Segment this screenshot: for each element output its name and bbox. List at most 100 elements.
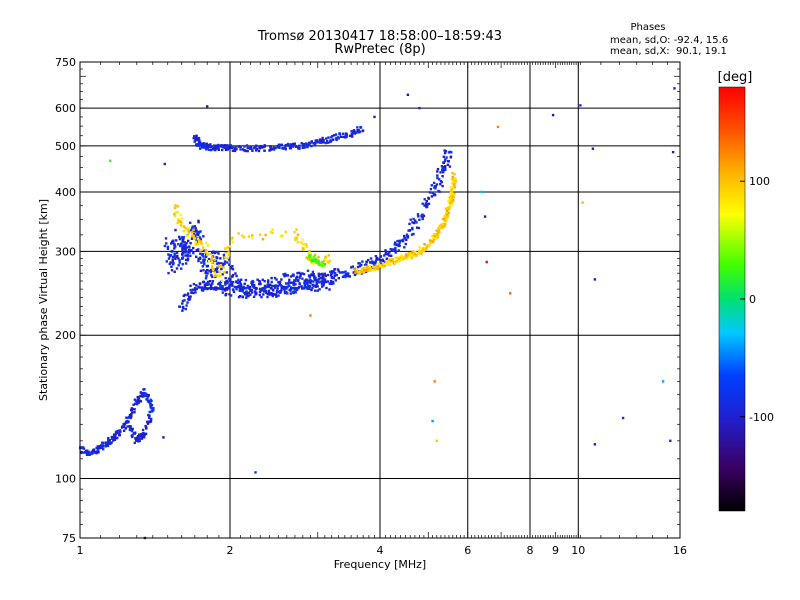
echo-point: [365, 266, 369, 269]
echo-point: [364, 265, 367, 268]
echo-point: [206, 145, 209, 148]
echo-point: [227, 287, 230, 290]
echo-point: [432, 181, 436, 185]
echo-point: [357, 131, 361, 134]
echo-point: [197, 257, 200, 260]
echo-point: [393, 243, 396, 246]
echo-point: [381, 265, 384, 268]
echo-point: [289, 288, 293, 291]
echo-point: [360, 268, 364, 271]
echo-point: [314, 258, 317, 261]
y-tick-label: 75: [62, 532, 76, 545]
colorbar-ticks: 100 0 -100: [740, 175, 774, 424]
echo-point: [135, 438, 139, 442]
echo-point: [306, 282, 309, 285]
echo-point: [144, 432, 148, 435]
echo-point: [441, 175, 444, 178]
echo-point: [207, 148, 211, 151]
echo-point: [128, 413, 132, 417]
echo-point: [311, 256, 314, 260]
y-tick-label: 400: [55, 186, 76, 199]
echo-point: [219, 284, 222, 287]
echo-point: [187, 239, 190, 243]
echo-point: [317, 274, 321, 278]
echo-point: [386, 252, 390, 255]
echo-point: [202, 235, 205, 238]
echo-point: [449, 198, 452, 202]
echo-point: [96, 450, 100, 453]
echo-point: [141, 435, 144, 439]
echo-point: [202, 269, 205, 272]
echo-point: [324, 141, 328, 145]
echo-point: [397, 243, 400, 246]
echo-point: [139, 400, 143, 403]
echo-point: [195, 255, 198, 258]
echo-point: [221, 145, 225, 149]
echo-point: [122, 429, 126, 432]
echo-point: [416, 226, 419, 229]
echo-point: [280, 234, 283, 237]
x-tick-label: 4: [377, 544, 384, 557]
x-tick-label: 16: [673, 544, 687, 557]
echo-point: [132, 403, 135, 406]
echo-point: [325, 286, 328, 290]
echo-point: [316, 285, 319, 288]
echo-point: [435, 183, 439, 186]
echo-point: [337, 277, 340, 280]
echo-point: [172, 255, 175, 259]
echo-point: [278, 282, 281, 285]
echo-point: [350, 130, 353, 133]
echo-point: [413, 252, 417, 256]
echo-point: [284, 272, 287, 276]
echo-point: [444, 158, 447, 161]
echo-point: [232, 280, 235, 284]
echo-point: [200, 146, 204, 149]
echo-point: [283, 286, 287, 289]
echo-point: [194, 291, 197, 294]
echo-point: [361, 129, 364, 133]
echo-point: [424, 202, 428, 205]
echo-point: [418, 106, 421, 110]
echo-point: [148, 416, 151, 419]
echo-point: [372, 265, 376, 268]
echo-point: [435, 439, 438, 442]
echo-point: [261, 278, 264, 281]
echo-point: [309, 141, 312, 144]
echo-point: [293, 236, 296, 240]
echo-point: [271, 294, 274, 298]
echo-point: [314, 141, 318, 144]
echo-point: [271, 284, 274, 288]
echo-point: [187, 229, 190, 233]
echo-point: [251, 280, 255, 283]
echo-point: [274, 284, 278, 287]
echo-point: [239, 148, 242, 151]
echo-point: [431, 191, 434, 195]
echo-point: [149, 420, 153, 423]
echo-point: [358, 262, 361, 265]
echo-point: [395, 260, 399, 263]
echo-point: [184, 258, 188, 262]
echo-point: [114, 434, 117, 438]
echo-point: [234, 146, 237, 149]
echo-point: [201, 247, 204, 251]
echo-point: [221, 284, 224, 288]
echo-point: [201, 265, 204, 268]
echo-point: [380, 259, 383, 262]
echo-point: [402, 257, 405, 260]
echo-point: [237, 285, 240, 288]
echo-point: [306, 286, 309, 289]
echo-point: [320, 282, 324, 286]
echo-point: [274, 293, 277, 296]
echo-point: [148, 420, 151, 423]
y-tick-label: 100: [55, 473, 76, 486]
echo-point: [108, 439, 111, 442]
echo-point: [173, 252, 176, 255]
echo-point: [431, 234, 434, 238]
echo-point: [230, 282, 234, 286]
echo-point: [184, 248, 187, 251]
echo-point: [204, 144, 208, 148]
echo-point: [204, 148, 208, 151]
echo-point: [313, 255, 316, 258]
echo-point: [193, 229, 196, 233]
echo-point: [289, 275, 293, 278]
